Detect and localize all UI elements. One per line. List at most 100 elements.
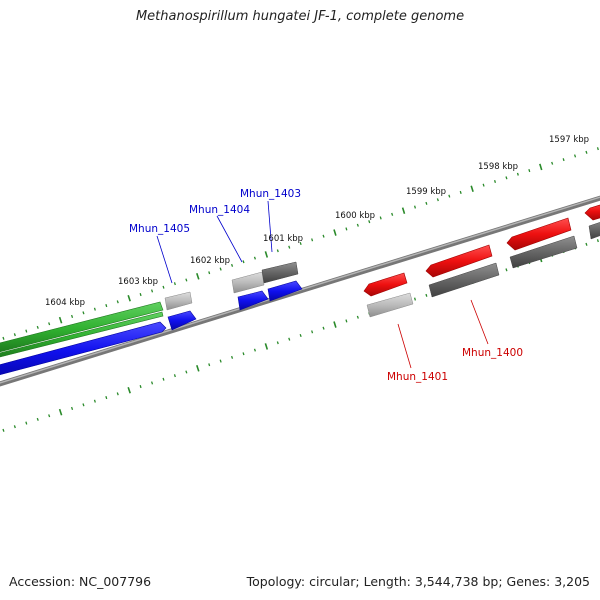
gene-feature-grey-2[interactable] [231,271,265,294]
outer-scale-row-tick [562,158,565,162]
outer-scale-row-tick [2,336,5,340]
gene-feature-grey-1[interactable] [164,291,193,311]
inner-scale-row-tick [505,268,508,272]
gene-mhun-1399[interactable] [506,217,572,251]
inner-scale-row-tick [2,428,5,432]
inner-scale-row-tick [127,386,131,394]
gene-label-mhun-1403[interactable]: Mhun_1403 [240,188,301,200]
inner-scale-row-tick [585,242,588,246]
genome-backbone-highlight [0,196,600,384]
outer-scale-row-tick [264,251,269,258]
outer-scale-row-tick [322,234,325,238]
gene-label-mhun-1404[interactable]: Mhun_1404 [189,204,250,216]
gene-rna-feature-lower[interactable] [0,311,164,362]
outer-scale-row-tick [127,294,131,302]
inner-scale-row-tick [58,408,63,416]
inner-scale-row-tick [413,297,417,301]
outer-scale-row-tick [105,304,108,308]
inner-scale-row-tick [105,396,108,400]
outer-scale-row-tick [413,205,417,209]
outer-scale-row-tick [93,307,96,311]
callout-line-mhun-1403 [267,200,273,253]
inner-scale-row-tick [185,370,188,374]
outer-scale-row-tick [48,322,51,326]
inner-scale-row-tick [116,392,119,396]
outer-scale-row-tick [333,229,337,236]
outer-scale-row-tick [25,329,28,333]
gene-feature-grey-6[interactable] [509,235,578,269]
tick-label-1600: 1600 kbp [335,211,375,221]
gene-label-mhun-1405[interactable]: Mhun_1405 [129,223,190,235]
inner-scale-row-tick [230,355,234,359]
inner-scale-row-tick [276,341,279,345]
gene-feature-grey-7[interactable] [588,219,600,240]
outer-scale-row-tick [516,172,519,176]
gene-mhun-1398[interactable] [584,202,600,221]
outer-scale-row-tick [70,314,74,319]
genome-backbone [0,195,600,387]
inner-scale-row-tick [208,363,211,367]
outer-scale-row-tick [173,282,176,286]
outer-scale-row-tick [470,185,474,193]
tick-label-1604: 1604 kbp [45,298,85,308]
outer-scale-row-tick [139,293,142,297]
inner-scale-row-tick [173,374,176,378]
inner-scale-row-tick [25,421,28,425]
outer-scale-row-tick [379,216,382,220]
genome-summary: Topology: circular; Length: 3,544,738 bp… [246,574,590,589]
outer-scale-row-tick [539,163,543,171]
gene-label-mhun-1401[interactable]: Mhun_1401 [387,371,448,383]
outer-scale-row-tick [391,212,394,216]
inner-scale-row-tick [333,321,337,328]
callout-line-mhun-1400 [470,299,489,345]
outer-scale-row-tick [436,198,439,202]
gene-mhun-1403[interactable] [267,280,303,302]
outer-scale-row-tick [185,278,188,282]
outer-scale-row-tick [242,260,245,264]
gene-mhun-1401[interactable] [363,272,408,297]
outer-scale-row-tick [425,201,428,205]
inner-scale-row-tick [48,414,51,418]
outer-scale-row-tick [401,207,406,214]
outer-scale-row-tick [162,285,165,289]
inner-scale-row-tick [139,385,142,389]
gene-mhun-1406[interactable] [0,321,167,380]
gene-mhun-1400[interactable] [425,244,493,278]
gene-feature-grey-4[interactable] [366,292,414,318]
outer-scale-row-tick [13,333,16,337]
outer-scale-row-tick [596,147,599,151]
inner-scale-row-tick [36,417,39,421]
outer-scale-row-tick [493,180,497,183]
outer-scale-row-tick [196,273,200,280]
gene-rna-feature[interactable] [0,301,164,357]
tick-labels: 1597 kbp 1598 kbp 1599 kbp 1600 kbp 1601… [45,135,589,308]
outer-scale-row-tick [528,169,531,173]
gene-mhun-1404[interactable] [237,290,269,311]
inner-scale-row-tick [345,319,348,323]
outer-scale-row-tick [36,325,39,329]
inner-scale-row-tick [13,425,16,429]
gene-feature-grey-5[interactable] [428,262,500,298]
tick-label-1601: 1601 kbp [263,234,303,244]
tick-label-1599: 1599 kbp [406,187,446,197]
outer-scale-row-tick [288,245,291,249]
inner-scale-row-tick [311,330,314,334]
inner-scale-row-tick [322,326,325,330]
inner-scale-row-tick [299,333,302,338]
gene-mhun-1405[interactable] [167,310,197,331]
gene-feature-grey-3[interactable] [261,261,299,284]
tick-label-1603: 1603 kbp [118,277,158,287]
forward-track [0,261,303,380]
outer-scale-row-tick [219,267,222,271]
gene-label-mhun-1400[interactable]: Mhun_1400 [462,347,523,359]
outer-scale-row-tick [208,271,211,275]
callout-line-mhun-1405 [156,235,173,284]
inner-scale-row-tick [219,359,222,363]
outer-scale-row-tick [150,289,154,293]
inner-scale-row-tick [253,348,257,352]
outer-scale-row-tick [505,176,508,180]
outer-scale-row-tick [368,220,371,224]
tick-label-1598: 1598 kbp [478,162,518,172]
inner-scale-row-tick [242,352,245,356]
